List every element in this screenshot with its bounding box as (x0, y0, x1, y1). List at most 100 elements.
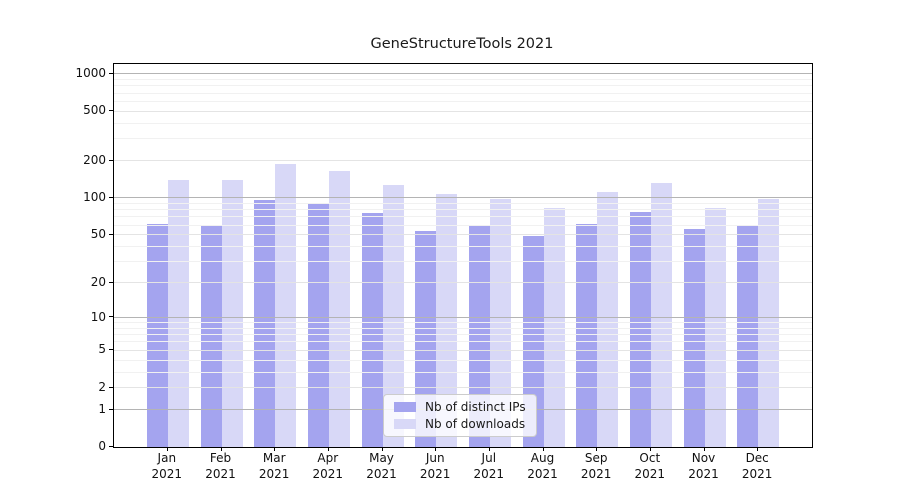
bar-nb-of-distinct-ips-jan-2021 (146, 224, 168, 447)
x-tick-year: 2021 (366, 467, 397, 481)
bar-nb-of-distinct-ips-jun-2021 (415, 230, 437, 447)
gridline-minor-90 (114, 202, 812, 204)
y-tick-label-200: 200 (83, 152, 106, 167)
x-tick-month: Mar (262, 451, 286, 465)
gridline-1000 (114, 73, 812, 75)
bar-nb-of-downloads-sep-2021 (597, 192, 619, 447)
gridline-2 (114, 387, 812, 389)
y-tick-label-5: 5 (98, 342, 106, 357)
gridline-50 (114, 234, 812, 236)
bar-nb-of-distinct-ips-nov-2021 (683, 228, 705, 447)
x-tick-label-may-2021: May 2021 (352, 450, 412, 482)
bar-nb-of-downloads-oct-2021 (650, 182, 672, 447)
y-tick-label-500: 500 (83, 103, 106, 118)
bar-nb-of-distinct-ips-feb-2021 (200, 225, 222, 447)
x-tick-label-sep-2021: Sep 2021 (566, 450, 626, 482)
gridline-minor-400 (114, 122, 812, 124)
x-tick-year: 2021 (580, 467, 612, 481)
y-tick-label-10: 10 (90, 309, 106, 324)
x-tick-label-mar-2021: Mar 2021 (244, 450, 304, 482)
legend-row-nb-of-distinct-ips: Nb of distinct IPs (394, 399, 526, 414)
legend-swatch-nb-of-distinct-ips (394, 401, 416, 412)
x-tick-year: 2021 (312, 467, 344, 481)
legend-row-nb-of-downloads: Nb of downloads (394, 416, 526, 431)
x-axis: Jan 2021 Feb 2021 Mar 2021 Apr 2021 May 2021 Jun 20… (113, 450, 811, 490)
bar-nb-of-distinct-ips-apr-2021 (307, 202, 329, 447)
x-tick-month: Apr (317, 451, 339, 465)
x-tick-month: Jul (481, 451, 497, 465)
bar-nb-of-downloads-jun-2021 (436, 194, 458, 447)
legend: Nb of distinct IPs Nb of downloads (383, 394, 537, 437)
plot-area: Nb of distinct IPs Nb of downloads (113, 63, 813, 448)
x-tick-year: 2021 (258, 467, 290, 481)
x-tick-year: 2021 (741, 467, 773, 481)
gridline-minor-60 (114, 224, 812, 226)
gridline-minor-7 (114, 334, 812, 336)
x-tick-year: 2021 (205, 467, 236, 481)
bar-nb-of-downloads-feb-2021 (221, 180, 243, 447)
gridline-minor-40 (114, 245, 812, 247)
x-tick-month: Feb (209, 451, 232, 465)
gridline-minor-30 (114, 261, 812, 262)
x-tick-year: 2021 (527, 467, 558, 481)
x-tick-label-aug-2021: Aug 2021 (513, 450, 573, 482)
gridline-500 (114, 110, 812, 112)
gridline-minor-6 (114, 341, 812, 343)
y-tick-label-50: 50 (90, 226, 106, 241)
gridline-minor-600 (114, 100, 812, 102)
x-tick-year: 2021 (634, 467, 666, 481)
bar-nb-of-distinct-ips-oct-2021 (629, 212, 651, 447)
x-tick-label-jul-2021: Jul 2021 (459, 450, 519, 482)
gridline-minor-700 (114, 92, 812, 94)
gridline-10 (114, 317, 812, 318)
x-tick-label-dec-2021: Dec 2021 (727, 450, 787, 482)
y-tick-label-20: 20 (90, 274, 106, 289)
bar-nb-of-downloads-jan-2021 (167, 180, 189, 447)
bar-nb-of-distinct-ips-sep-2021 (576, 224, 598, 447)
x-tick-year: 2021 (419, 467, 451, 481)
x-tick-month: May (369, 451, 394, 465)
gridline-minor-80 (114, 209, 812, 211)
x-tick-month: Nov (691, 451, 716, 465)
x-tick-label-jun-2021: Jun 2021 (405, 450, 465, 482)
gridline-minor-300 (114, 138, 812, 140)
legend-label-nb-of-downloads: Nb of downloads (425, 416, 526, 431)
x-tick-year: 2021 (151, 467, 183, 481)
x-tick-year: 2021 (688, 467, 719, 481)
x-tick-month: Dec (745, 451, 769, 465)
bar-nb-of-distinct-ips-may-2021 (361, 213, 383, 447)
gridline-100 (114, 197, 812, 199)
x-tick-year: 2021 (473, 467, 505, 481)
gridline-minor-9 (114, 322, 812, 324)
gridline-20 (114, 282, 812, 284)
chart-title: GeneStructureTools 2021 (370, 36, 554, 52)
gridline-5 (114, 349, 812, 351)
bar-nb-of-distinct-ips-dec-2021 (737, 225, 759, 447)
gridline-minor-800 (114, 85, 812, 87)
gridline-200 (114, 160, 812, 162)
y-tick-label-0: 0 (98, 439, 106, 453)
y-tick-label-1: 1 (98, 401, 106, 416)
y-tick-label-100: 100 (83, 189, 106, 204)
x-tick-label-jan-2021: Jan 2021 (137, 450, 197, 482)
y-tick-label-1000: 1000 (75, 65, 106, 80)
bar-nb-of-downloads-may-2021 (382, 184, 404, 447)
x-tick-label-nov-2021: Nov 2021 (674, 450, 734, 482)
y-tick-label-2: 2 (98, 379, 106, 394)
gridline-minor-8 (114, 327, 812, 329)
legend-label-nb-of-distinct-ips: Nb of distinct IPs (425, 399, 526, 414)
x-tick-month: Aug (530, 451, 555, 465)
bar-nb-of-distinct-ips-jul-2021 (468, 225, 490, 447)
x-tick-label-feb-2021: Feb 2021 (191, 450, 251, 482)
x-tick-month: Sep (584, 451, 608, 465)
x-tick-month: Oct (639, 451, 661, 465)
gridline-minor-4 (114, 359, 812, 361)
x-tick-month: Jan (157, 451, 177, 465)
x-tick-label-apr-2021: Apr 2021 (298, 450, 358, 482)
gridline-minor-70 (114, 216, 812, 218)
bar-nb-of-downloads-mar-2021 (275, 163, 297, 447)
gridline-minor-900 (114, 79, 812, 80)
y-axis: 0 1 2 5 10 20 50 100 200 500 1000 (0, 63, 106, 453)
x-tick-label-oct-2021: Oct 2021 (620, 450, 680, 482)
